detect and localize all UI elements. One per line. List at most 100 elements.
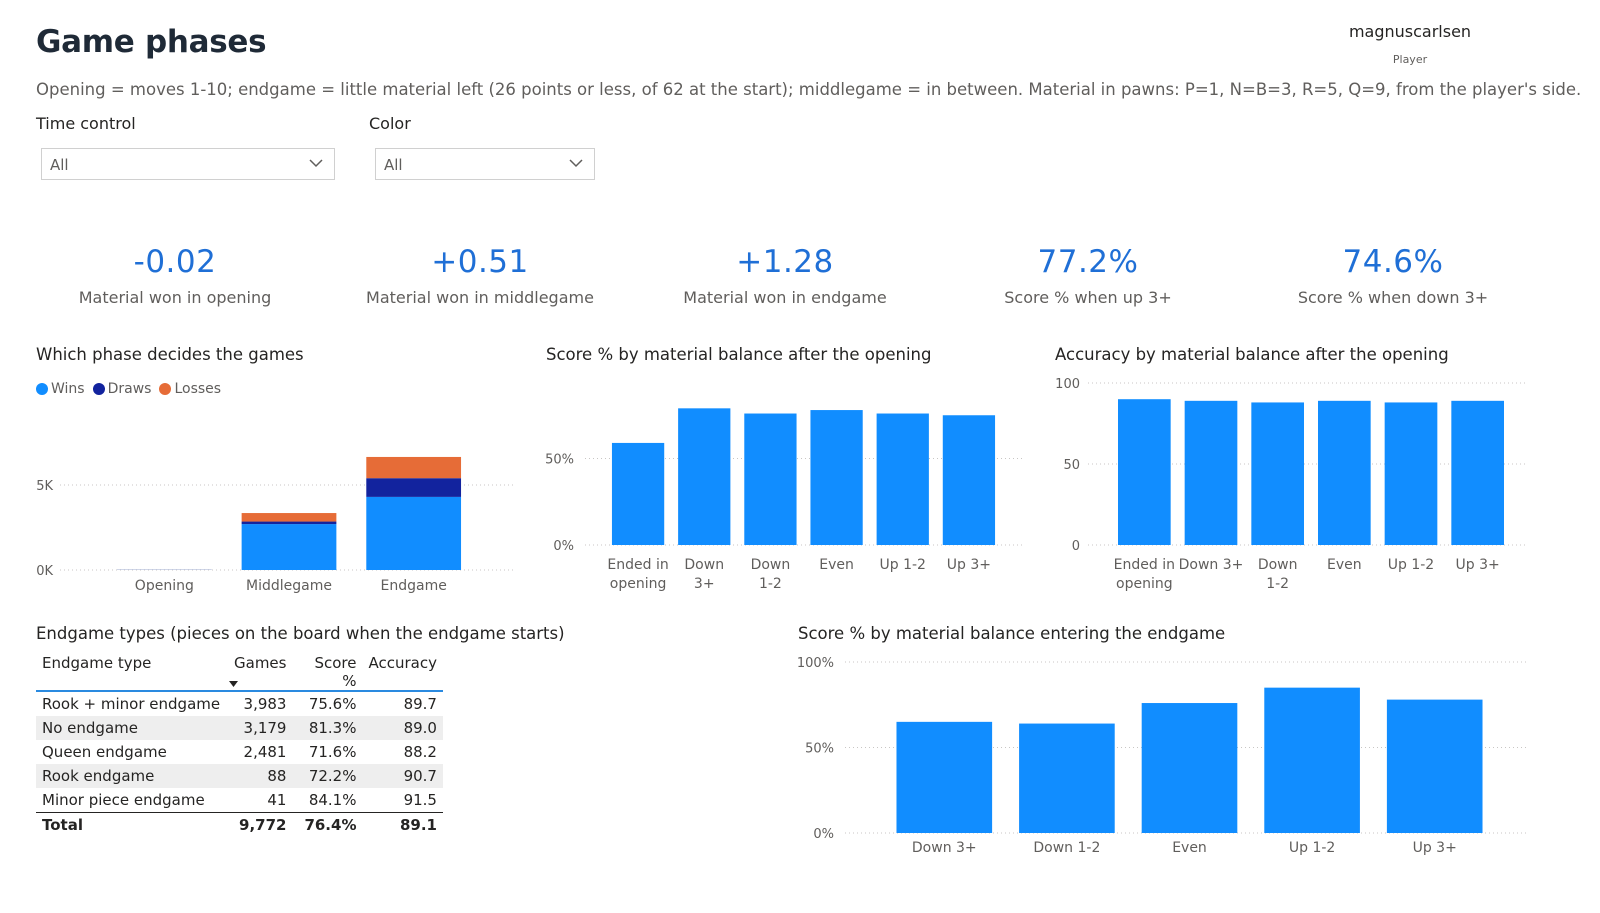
page-title: Game phases [36,24,267,60]
legend-label: Losses [174,381,222,397]
score-entering-endgame-chart: 0% 50% 100% Down 3+ Down 1-2 Even Up 1-2 Up 3+ [797,656,1528,856]
kpi-score-up3: 77.2% Score % when up 3+ [943,244,1233,307]
cell-endgame-type: Rook endgame [36,764,228,788]
legend-item-wins[interactable]: Wins [36,381,85,397]
bar [678,408,731,545]
bar [744,413,797,545]
bar [810,410,863,545]
cell-games: 88 [228,764,293,788]
endgame-table-title: Endgame types (pieces on the board when … [36,624,565,643]
bar [611,442,665,545]
bar [1118,399,1171,545]
color-value: All [384,156,403,174]
accuracy-after-opening-title: Accuracy by material balance after the o… [1055,345,1449,364]
color-label: Color [369,114,411,133]
x-tick-label: Even [1327,557,1362,573]
y-tick-label: 100 [1055,377,1080,392]
column-header-endgame-type[interactable]: Endgame type [42,654,152,672]
bar [1264,687,1360,833]
bar [1184,400,1238,545]
column-header-accuracy[interactable]: Accuracy [368,654,437,672]
score-entering-endgame-title: Score % by material balance entering the… [798,624,1226,643]
table-row[interactable]: Minor piece endgame 41 84.1% 91.5 [36,788,443,813]
bar-segment-losses [366,456,462,479]
x-tick-label: opening [1116,576,1173,592]
total-label: Total [36,812,228,837]
y-tick-label: 0% [813,827,834,842]
column-header-score[interactable]: Score % [314,654,357,690]
wins-dot-icon [36,383,48,395]
cell-accuracy: 89.0 [362,716,443,740]
x-tick-label: Even [1172,840,1207,856]
legend-label: Wins [51,381,85,397]
x-tick-label: Ended in [1114,557,1175,573]
table-header-row: Endgame type Games Score % Accuracy [36,652,443,691]
bar [1384,402,1438,545]
player-name-card: magnuscarlsen [1348,22,1472,41]
x-tick-label: Down [1258,557,1298,573]
kpi-material-endgame: +1.28 Material won in endgame [640,244,930,307]
table-row[interactable]: Rook endgame 88 72.2% 90.7 [36,764,443,788]
bar [896,721,993,833]
table-row[interactable]: No endgame 3,179 81.3% 89.0 [36,716,443,740]
player-card-label: Player [1392,53,1428,65]
cell-score: 84.1% [308,791,357,809]
phase-chart-legend[interactable]: Wins Draws Losses [36,381,223,397]
total-games: 9,772 [228,812,293,837]
legend-item-losses[interactable]: Losses [159,381,221,397]
legend-label: Draws [107,381,152,397]
bar-segment-wins [241,524,337,570]
bar [1019,723,1115,833]
time-control-value: All [50,156,69,174]
bar-segment-draws [241,521,337,525]
kpi-material-opening: -0.02 Material won in opening [30,244,320,307]
cell-endgame-type: No endgame [36,716,228,740]
x-tick-label: 1-2 [759,576,782,592]
cell-accuracy: 88.2 [403,743,437,761]
table-row[interactable]: Queen endgame 2,481 71.6% 88.2 [36,740,443,764]
kpi-value: 74.6% [1342,244,1444,280]
x-tick-label: Up 3+ [1413,840,1457,856]
cell-score: 71.6% [308,743,357,761]
time-control-dropdown[interactable]: All [41,148,335,180]
draws-dot-icon [92,383,105,395]
x-tick-label: Up 1-2 [880,557,926,573]
cell-games: 41 [267,791,287,809]
bar [876,413,929,545]
page-subtitle: Opening = moves 1-10; endgame = little m… [36,80,1582,99]
x-tick-label: Down [684,557,724,573]
bar [1386,699,1483,833]
cell-endgame-type: Queen endgame [42,743,167,761]
kpi-label: Material won in middlegame [366,288,594,307]
cell-endgame-type: Minor piece endgame [42,791,205,809]
x-tick-label: Down 3+ [1179,557,1244,573]
x-tick-label: Middlegame [246,578,332,594]
x-tick-label: Ended in [607,557,668,573]
y-tick-label: 0K [36,564,53,579]
endgame-table-container: Endgame type Games Score % Accuracy Rook… [36,652,443,837]
kpi-value: +0.51 [431,244,529,280]
bar-segment-draws [366,478,462,497]
cell-games: 3,983 [243,695,287,713]
total-score: 76.4% [292,812,363,837]
legend-item-draws[interactable]: Draws [92,381,152,397]
x-tick-label: Down [751,557,791,573]
color-dropdown[interactable]: All [375,148,595,180]
table-row[interactable]: Rook + minor endgame 3,983 75.6% 89.7 [36,691,443,716]
y-tick-label: 50% [805,742,834,757]
kpi-material-middlegame: +0.51 Material won in middlegame [335,244,625,307]
chevron-down-icon [309,159,323,168]
y-tick-label: 50% [545,453,574,468]
bar [1318,400,1371,545]
cell-accuracy: 91.5 [403,791,437,809]
cell-score: 75.6% [308,695,357,713]
x-tick-label: Up 3+ [1456,557,1500,573]
cell-accuracy: 90.7 [362,764,443,788]
kpi-label: Material won in endgame [683,288,887,307]
column-header-games[interactable]: Games [228,652,292,691]
score-after-opening-chart: 0% 50% Ended in opening Down 3+ Down 1-2 Even Up … [545,408,1025,592]
phase-chart-title: Which phase decides the games [36,345,304,364]
bar-segment-losses [241,513,337,522]
y-tick-label: 100% [797,656,834,671]
cell-games: 2,481 [243,743,287,761]
